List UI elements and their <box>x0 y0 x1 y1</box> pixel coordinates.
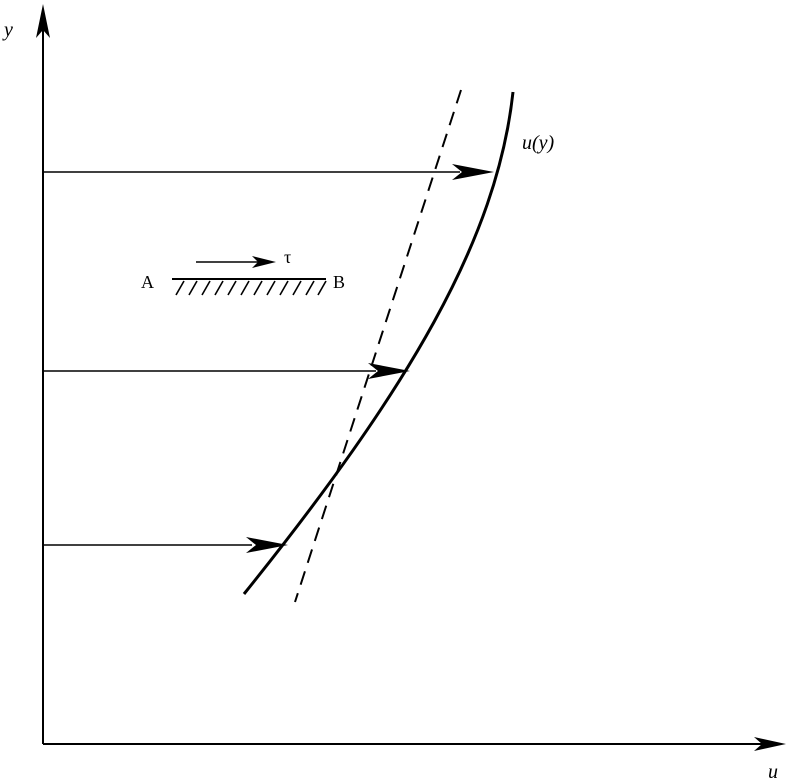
shear-element: A B τ <box>141 247 345 296</box>
curve-label: u(y) <box>522 132 555 154</box>
y-axis-label: y <box>2 19 13 41</box>
point-b-label: B <box>333 272 345 292</box>
x-axis-label: u <box>768 761 778 783</box>
shear-stress-label: τ <box>284 247 291 267</box>
y-axis-arrowhead <box>36 4 50 38</box>
x-axis-arrowhead <box>754 737 786 751</box>
hatch-marks <box>175 280 327 296</box>
velocity-arrowhead-top <box>452 164 494 180</box>
shear-arrowhead <box>252 256 276 268</box>
velocity-arrowhead-middle <box>368 363 410 379</box>
velocity-arrowhead-bottom <box>246 537 288 553</box>
point-a-label: A <box>141 272 154 292</box>
velocity-profile-curve <box>242 91 515 595</box>
tangent-line-dashed <box>294 89 462 603</box>
